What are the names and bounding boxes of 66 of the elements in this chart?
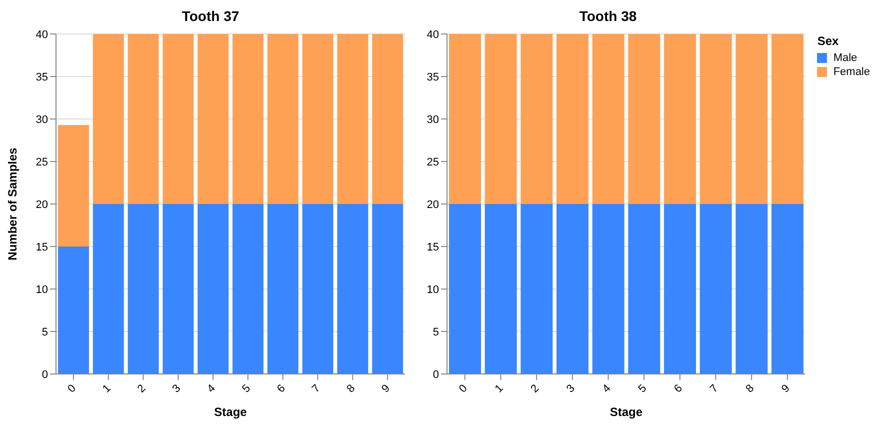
bar <box>198 34 229 204</box>
y-tick-label: 40 <box>36 28 48 41</box>
x-tick-label: 0 <box>457 382 470 396</box>
legend-label: Male <box>833 52 858 64</box>
y-tick-label: 0 <box>432 368 439 381</box>
x-tick-label: 2 <box>528 382 542 396</box>
x-tick-label: 5 <box>240 382 253 396</box>
bar <box>232 204 264 374</box>
x-tick-label: 9 <box>380 382 392 396</box>
y-tick-label: 10 <box>426 284 439 296</box>
legend-label: Female <box>833 66 870 78</box>
x-tick-label: 3 <box>170 382 184 396</box>
bar <box>372 204 404 374</box>
y-tick-label: 5 <box>42 326 48 338</box>
x-tick-label: 2 <box>135 382 148 396</box>
bar <box>337 34 368 204</box>
y-tick-label: 10 <box>36 284 48 296</box>
y-tick-label: 20 <box>36 198 48 211</box>
x-tick-label: 1 <box>492 382 506 396</box>
bar <box>267 34 298 204</box>
x-tick-label: 9 <box>780 382 792 396</box>
x-tick-label: 5 <box>636 382 650 396</box>
chart-title: Tooth 38 <box>578 8 638 26</box>
y-tick-label: 25 <box>426 156 439 168</box>
bar <box>302 204 334 374</box>
bar <box>232 34 264 204</box>
y-tick-label: 5 <box>432 326 439 338</box>
x-tick-label: 6 <box>672 382 685 396</box>
x-tick-label: 8 <box>744 382 757 396</box>
bar <box>58 124 89 246</box>
y-tick-label: 15 <box>426 241 439 254</box>
x-tick-label: 4 <box>600 382 614 396</box>
bar <box>302 34 334 204</box>
bar <box>92 204 124 374</box>
x-tick-label: 7 <box>708 382 721 396</box>
x-tick-label: 6 <box>274 382 288 396</box>
y-tick-label: 35 <box>426 71 439 84</box>
y-tick-label: 20 <box>426 198 439 211</box>
bar <box>162 204 194 374</box>
y-tick-label: 40 <box>426 28 439 41</box>
y-tick-label: 0 <box>42 368 48 381</box>
bar <box>92 34 124 204</box>
bar <box>128 34 159 204</box>
bar <box>58 246 89 374</box>
x-axis-title: Stage <box>214 405 248 419</box>
y-tick-label: 35 <box>36 71 48 84</box>
bar <box>372 34 404 204</box>
legend-title: Sex <box>817 34 840 48</box>
x-tick-label: 0 <box>66 382 78 396</box>
bar <box>162 34 194 204</box>
chart-title: Tooth 37 <box>180 8 240 26</box>
bar <box>128 204 159 374</box>
bar <box>198 204 229 374</box>
x-axis-title: Stage <box>610 405 643 419</box>
y-axis-title: Number of Samples <box>5 147 20 260</box>
bar <box>267 204 298 374</box>
x-tick-label: 4 <box>205 382 218 396</box>
x-tick-label: 1 <box>100 382 114 396</box>
x-tick-label: 7 <box>310 382 323 396</box>
x-tick-label: 8 <box>344 382 358 396</box>
x-tick-label: 3 <box>564 382 578 396</box>
bar <box>337 204 368 374</box>
y-tick-label: 25 <box>36 156 48 168</box>
y-tick-label: 30 <box>36 114 48 126</box>
y-tick-label: 15 <box>36 241 48 254</box>
y-tick-label: 30 <box>426 114 439 126</box>
